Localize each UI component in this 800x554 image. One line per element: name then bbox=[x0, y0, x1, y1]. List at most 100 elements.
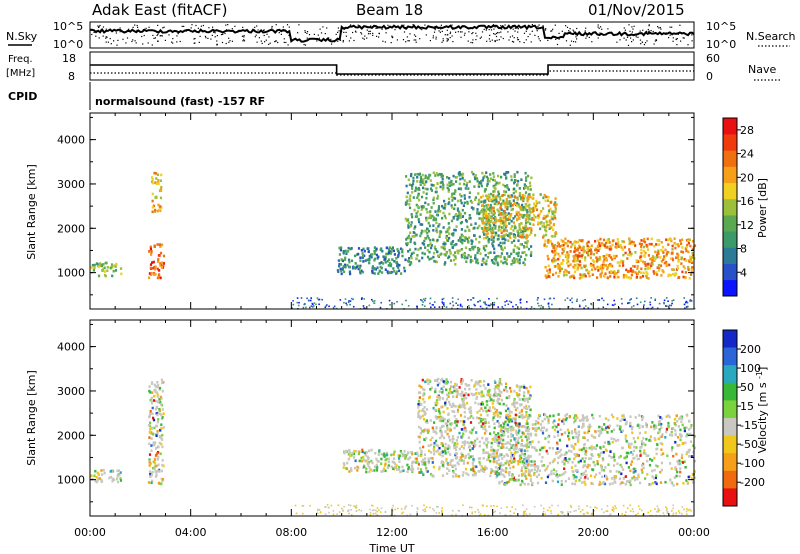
heatmap-cell bbox=[690, 300, 693, 302]
heatmap-cell bbox=[433, 445, 436, 449]
heatmap-cell bbox=[462, 432, 465, 436]
heatmap-cell bbox=[157, 254, 160, 257]
heatmap-cell bbox=[156, 393, 159, 397]
heatmap-cell bbox=[370, 459, 373, 463]
heatmap-cell bbox=[466, 202, 469, 205]
heatmap-cell bbox=[565, 273, 568, 277]
heatmap-cell bbox=[351, 451, 354, 455]
heatmap-cell bbox=[397, 454, 400, 457]
heatmap-cell bbox=[473, 426, 476, 430]
heatmap-cell bbox=[405, 299, 407, 302]
heatmap-cell bbox=[159, 179, 162, 182]
nsky-sample bbox=[442, 38, 444, 40]
heatmap-cell bbox=[490, 231, 493, 235]
heatmap-cell bbox=[612, 304, 615, 307]
nsky-sample bbox=[216, 35, 218, 37]
heatmap-cell bbox=[589, 256, 592, 260]
heatmap-cell bbox=[687, 450, 690, 454]
heatmap-cell bbox=[481, 221, 484, 225]
heatmap-cell bbox=[653, 272, 656, 275]
heatmap-cell bbox=[461, 400, 464, 403]
heatmap-cell bbox=[573, 250, 576, 253]
heatmap-cell bbox=[582, 447, 585, 450]
heatmap-cell bbox=[489, 224, 492, 227]
heatmap-cell bbox=[445, 230, 448, 234]
nsky-sample bbox=[157, 40, 159, 42]
heatmap-cell bbox=[377, 453, 380, 456]
nsky-sample bbox=[496, 32, 499, 34]
heatmap-cell bbox=[493, 190, 496, 193]
heatmap-cell bbox=[420, 195, 424, 199]
heatmap-cell bbox=[672, 299, 675, 301]
heatmap-cell bbox=[659, 481, 663, 484]
heatmap-cell bbox=[469, 411, 473, 415]
heatmap-cell bbox=[448, 469, 451, 472]
heatmap-cell bbox=[309, 299, 312, 302]
heatmap-cell bbox=[523, 472, 526, 476]
heatmap-cell bbox=[523, 452, 527, 456]
heatmap-cell bbox=[621, 248, 624, 251]
heatmap-cell bbox=[409, 240, 412, 244]
nsky-sample bbox=[658, 27, 660, 29]
heatmap-cell bbox=[450, 405, 453, 408]
heatmap-cell bbox=[528, 181, 532, 185]
heatmap-cell bbox=[636, 265, 639, 268]
heatmap-cell bbox=[418, 440, 421, 444]
nsky-sample bbox=[433, 31, 436, 33]
nsky-sample bbox=[412, 24, 414, 26]
heatmap-cell bbox=[424, 237, 427, 240]
heatmap-cell bbox=[421, 409, 424, 412]
heatmap-cell bbox=[566, 428, 569, 432]
heatmap-cell bbox=[526, 212, 529, 216]
nsky-sample bbox=[387, 24, 389, 26]
nsky-sample bbox=[306, 37, 308, 39]
heatmap-cell bbox=[456, 392, 459, 395]
heatmap-cell bbox=[490, 441, 493, 445]
heatmap-cell bbox=[675, 256, 678, 259]
heatmap-cell bbox=[597, 258, 601, 261]
heatmap-cell bbox=[159, 276, 162, 280]
heatmap-cell bbox=[630, 460, 634, 463]
heatmap-cell bbox=[382, 467, 386, 471]
heatmap-cell bbox=[607, 238, 610, 241]
nsky-sample bbox=[277, 41, 279, 44]
heatmap-cell bbox=[520, 306, 522, 309]
heatmap-cell bbox=[448, 400, 451, 404]
heatmap-cell bbox=[528, 405, 531, 408]
heatmap-cell bbox=[567, 254, 570, 257]
nsky-sample bbox=[485, 29, 487, 31]
heatmap-cell bbox=[573, 457, 576, 461]
heatmap-cell bbox=[459, 240, 463, 243]
heatmap-cell bbox=[452, 404, 455, 408]
heatmap-cell bbox=[454, 251, 457, 254]
heatmap-cell bbox=[524, 258, 527, 261]
heatmap-cell bbox=[406, 453, 409, 457]
heatmap-cell bbox=[661, 269, 664, 272]
heatmap-cell bbox=[451, 410, 454, 413]
heatmap-cell bbox=[484, 228, 487, 232]
heatmap-cell bbox=[444, 442, 447, 446]
heatmap-cell bbox=[413, 460, 416, 464]
heatmap-cell bbox=[662, 258, 665, 261]
heatmap-cell bbox=[616, 238, 619, 241]
heatmap-cell bbox=[576, 298, 578, 301]
heatmap-cell bbox=[461, 215, 465, 218]
heatmap-cell bbox=[493, 211, 496, 215]
heatmap-cell bbox=[416, 180, 419, 183]
heatmap-cell bbox=[407, 221, 410, 224]
heatmap-cell bbox=[150, 272, 153, 275]
heatmap-cell bbox=[471, 462, 474, 465]
nsky-sample bbox=[271, 27, 273, 29]
heatmap-cell bbox=[417, 399, 421, 403]
nsky-sample bbox=[177, 33, 179, 35]
heatmap-cell bbox=[452, 253, 455, 257]
nsky-sample bbox=[517, 28, 519, 30]
heatmap-cell bbox=[496, 438, 499, 442]
heatmap-cell bbox=[690, 267, 693, 271]
heatmap-cell bbox=[503, 475, 506, 478]
heatmap-cell bbox=[541, 420, 544, 423]
nsky-sample bbox=[447, 34, 449, 36]
nsky-sample bbox=[630, 37, 632, 39]
heatmap-cell bbox=[524, 444, 527, 447]
heatmap-cell bbox=[563, 467, 566, 470]
